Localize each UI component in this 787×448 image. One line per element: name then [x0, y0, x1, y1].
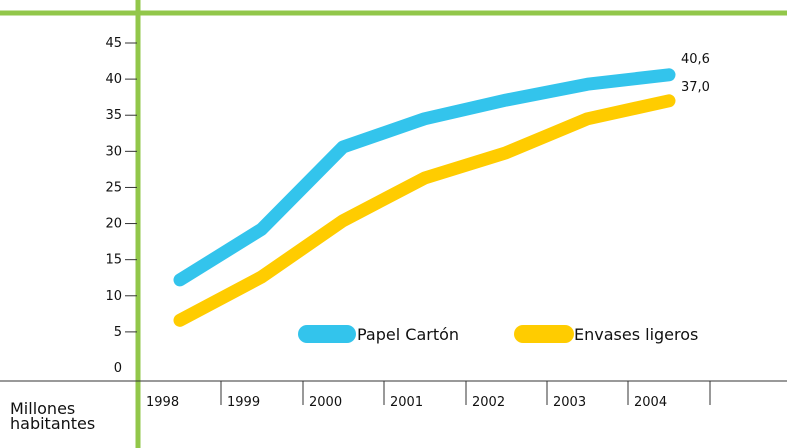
series-layer — [173, 68, 676, 327]
y-tick-label: 25 — [105, 180, 122, 195]
x-tick-label: 1998 — [146, 395, 179, 410]
x-axis: 1998 1999 2000 2001 2002 2003 2004 — [146, 381, 711, 410]
legend-swatch-envases-ligeros — [514, 325, 574, 343]
legend-swatch-papel-carton — [298, 325, 356, 343]
legend-label-envases-ligeros: Envases ligeros — [574, 325, 698, 344]
series-end-value-label: 40,6 — [681, 52, 710, 67]
y-tick-label: 40 — [105, 72, 122, 87]
y-tick-label: 5 — [114, 325, 122, 340]
y-tick-label: 0 — [114, 361, 122, 376]
y-tick-label: 15 — [105, 253, 122, 268]
y-unit-label-line-1: Millones — [10, 399, 76, 418]
legend-label-papel-carton: Papel Cartón — [357, 325, 459, 344]
x-tick-label: 2001 — [390, 395, 423, 410]
end-labels: 40,6 37,0 — [681, 52, 710, 95]
y-unit-label-line-2: habitantes — [10, 414, 96, 433]
x-tick-label: 1999 — [227, 395, 260, 410]
series-line — [173, 94, 676, 327]
y-tick-label: 20 — [105, 217, 122, 232]
x-tick-label: 2003 — [553, 395, 586, 410]
y-unit-label: Millones habitantes — [10, 399, 96, 433]
y-tick-label: 10 — [105, 289, 122, 304]
y-tick-label: 35 — [105, 108, 122, 123]
y-tick-label: 45 — [105, 36, 122, 51]
y-tick-label: 30 — [105, 144, 122, 159]
legend: Papel Cartón Envases ligeros — [298, 325, 698, 344]
x-tick-label: 2002 — [472, 395, 505, 410]
x-tick-label: 2000 — [309, 395, 342, 410]
series-end-value-label: 37,0 — [681, 80, 710, 95]
y-axis: 0 5 10 15 20 25 30 35 40 45 — [105, 36, 137, 376]
series-line — [173, 68, 676, 287]
x-tick-label: 2004 — [634, 395, 667, 410]
